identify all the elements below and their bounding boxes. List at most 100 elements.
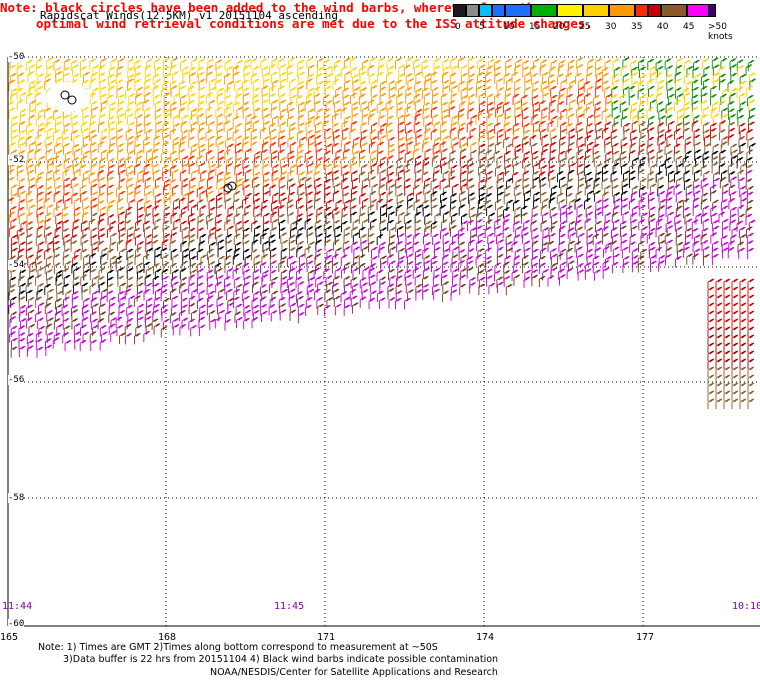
wind-barb xyxy=(739,318,747,329)
wind-barb xyxy=(16,87,24,100)
wind-barb xyxy=(376,290,384,302)
legend-label-20: 20 xyxy=(553,22,565,32)
wind-barb xyxy=(450,121,458,134)
wind-barb xyxy=(56,323,64,336)
wind-barb xyxy=(407,253,414,265)
wind-barb xyxy=(747,358,755,369)
wind-barb xyxy=(243,281,250,294)
wind-barb xyxy=(576,64,584,76)
wind-barb xyxy=(439,141,447,153)
wind-barb xyxy=(89,261,97,273)
wind-barb xyxy=(137,198,144,210)
wind-barb xyxy=(315,121,322,134)
wind-barb xyxy=(190,108,198,120)
wind-barb xyxy=(44,302,52,315)
wind-barb xyxy=(65,290,73,302)
wind-barb xyxy=(737,169,745,181)
wind-barb xyxy=(673,150,681,162)
wind-barb xyxy=(287,204,294,216)
wind-barb xyxy=(126,164,133,177)
wind-barb xyxy=(396,164,403,177)
wind-barb xyxy=(682,198,690,210)
wind-barb xyxy=(477,197,485,209)
wind-barb xyxy=(376,101,384,114)
wind-barb xyxy=(25,59,33,72)
wind-barb xyxy=(442,281,450,293)
wind-barb xyxy=(655,72,663,84)
wind-barb xyxy=(376,198,384,211)
wind-barb xyxy=(595,211,603,223)
wind-barb xyxy=(342,171,350,183)
wind-barb xyxy=(715,310,723,321)
wind-barb xyxy=(196,297,204,309)
wind-barb xyxy=(232,129,240,141)
wind-barb xyxy=(715,278,723,289)
wind-barb xyxy=(739,278,747,289)
wind-barb xyxy=(332,207,339,219)
wind-barb xyxy=(379,191,387,204)
wind-barb xyxy=(494,72,501,84)
wind-barb xyxy=(503,275,511,288)
wind-barb xyxy=(269,128,277,140)
wind-barb xyxy=(342,127,349,140)
wind-barb xyxy=(658,232,666,245)
wind-barb xyxy=(359,277,367,289)
wind-barb xyxy=(26,198,34,211)
wind-barb xyxy=(263,78,271,90)
wind-barb xyxy=(341,120,349,133)
wind-barb xyxy=(674,87,682,99)
wind-barb xyxy=(224,261,232,274)
wind-barb xyxy=(259,296,267,308)
wind-barb xyxy=(637,80,645,92)
wind-barb xyxy=(134,163,141,175)
wind-barb xyxy=(430,225,438,237)
wind-barb xyxy=(380,227,387,239)
wind-barb xyxy=(72,225,79,238)
wind-barb xyxy=(9,72,17,85)
wind-barb xyxy=(313,93,321,105)
wind-barb xyxy=(530,220,538,232)
wind-barb xyxy=(371,122,378,134)
wind-barb xyxy=(522,170,530,182)
wind-barb xyxy=(746,191,754,203)
wind-barb xyxy=(707,326,715,337)
wind-barb xyxy=(119,233,126,245)
wind-barb xyxy=(270,310,278,322)
wind-barb xyxy=(270,247,277,259)
wind-barb xyxy=(188,318,196,331)
wind-barb xyxy=(350,277,358,289)
wind-barb xyxy=(640,248,648,261)
wind-barb xyxy=(730,176,738,188)
wind-barb xyxy=(485,268,493,280)
wind-barb xyxy=(486,101,494,114)
wind-barb xyxy=(721,205,729,217)
wind-barb xyxy=(422,275,429,288)
wind-barb xyxy=(53,205,61,218)
wind-barb xyxy=(738,213,745,226)
wind-barb xyxy=(475,254,483,266)
wind-barb xyxy=(225,113,233,125)
wind-barb xyxy=(710,85,717,98)
wind-barb xyxy=(513,184,521,196)
wind-barb xyxy=(415,169,422,181)
wind-barb xyxy=(271,71,278,83)
wind-barb xyxy=(91,204,98,216)
wind-barb xyxy=(731,149,739,161)
wind-barb xyxy=(215,79,223,91)
wind-barb xyxy=(188,155,195,167)
wind-barb xyxy=(271,57,279,70)
wind-barb xyxy=(621,142,628,155)
wind-barb xyxy=(441,108,449,121)
wind-barb xyxy=(702,246,710,258)
wind-barb xyxy=(18,212,26,224)
wind-barb xyxy=(739,302,747,313)
wind-barb xyxy=(10,184,18,196)
wind-barb xyxy=(245,127,252,139)
wind-barb xyxy=(421,87,429,99)
wind-barb xyxy=(556,170,564,183)
wind-barb xyxy=(108,127,116,139)
wind-barb xyxy=(332,93,340,106)
wind-barb xyxy=(198,78,206,91)
wind-barb xyxy=(711,162,719,174)
wind-barb xyxy=(253,155,261,168)
